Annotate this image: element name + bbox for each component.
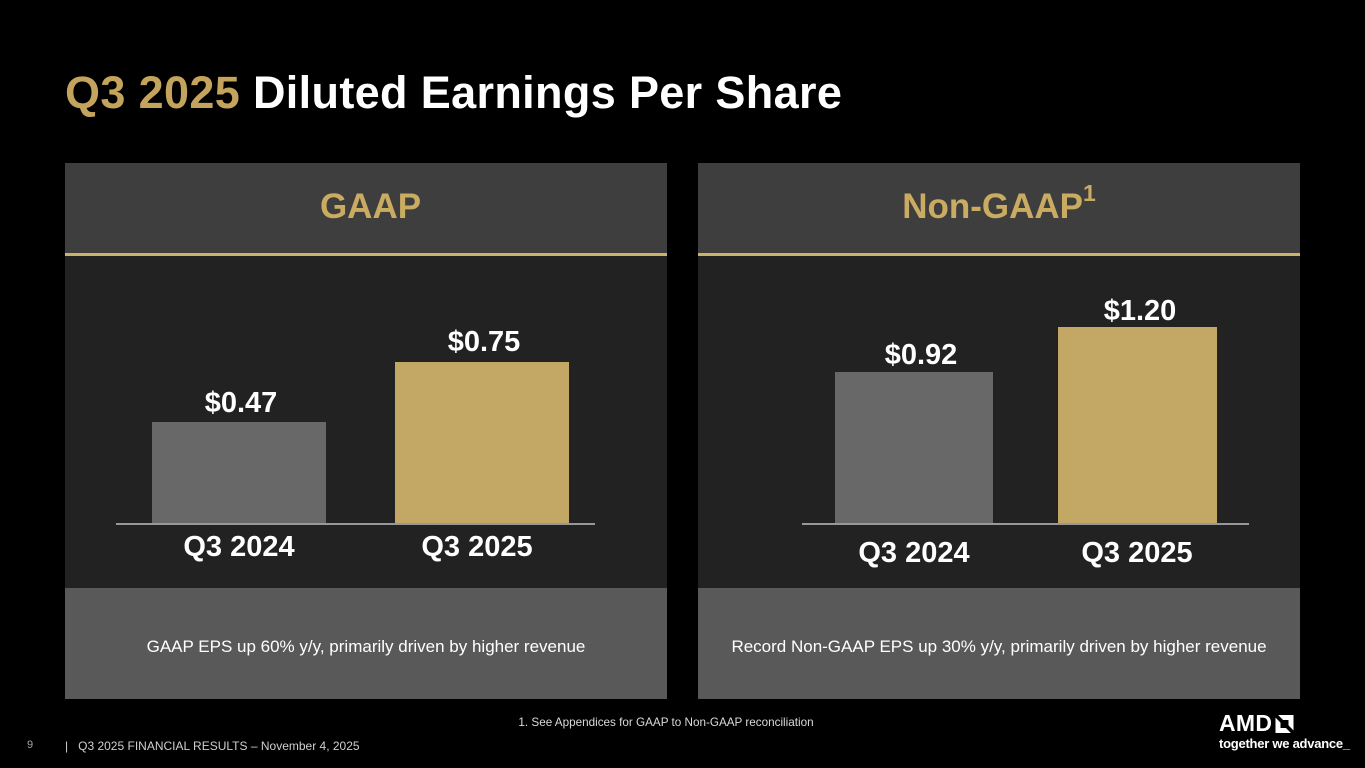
svg-text:AMD: AMD [1219, 714, 1272, 734]
